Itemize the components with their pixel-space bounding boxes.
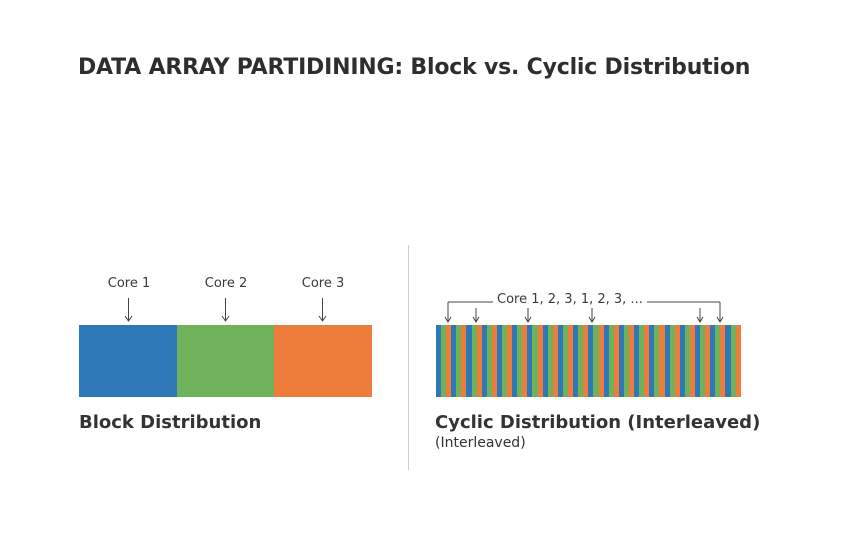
cyclic-stripe bbox=[568, 325, 574, 397]
cyclic-stripe bbox=[461, 325, 467, 397]
cyclic-stripe bbox=[694, 325, 701, 397]
cyclic-stripe bbox=[649, 325, 655, 397]
core-1-label: Core 1 bbox=[107, 276, 151, 291]
block-segment-core-1 bbox=[79, 325, 177, 397]
cyclic-stripe bbox=[618, 325, 624, 397]
cyclic-stripe bbox=[700, 325, 706, 397]
cyclic-stripe bbox=[466, 325, 472, 397]
cyclic-stripe bbox=[735, 325, 741, 397]
cyclic-stripe bbox=[562, 325, 569, 397]
cyclic-stripe bbox=[628, 325, 635, 397]
cyclic-stripe bbox=[679, 325, 685, 397]
cyclic-stripe bbox=[471, 325, 477, 397]
cyclic-stripe bbox=[486, 325, 492, 397]
cyclic-stripe bbox=[542, 325, 548, 397]
cyclic-stripe bbox=[705, 325, 711, 397]
cyclic-stripe bbox=[720, 325, 726, 397]
cyclic-stripe bbox=[446, 325, 452, 397]
cyclic-stripe bbox=[507, 325, 513, 397]
cyclic-stripe bbox=[674, 325, 680, 397]
cyclic-stripe bbox=[588, 325, 594, 397]
cyclic-stripe bbox=[552, 325, 558, 397]
cyclic-distribution-bar bbox=[436, 325, 741, 397]
cyclic-stripe bbox=[634, 325, 640, 397]
cyclic-stripe bbox=[456, 325, 462, 397]
cyclic-distribution-sublabel: (Interleaved) bbox=[435, 435, 526, 451]
cyclic-stripe bbox=[684, 325, 690, 397]
block-segment-core-3 bbox=[274, 325, 373, 397]
cyclic-stripe bbox=[491, 325, 497, 397]
cyclic-sequence-label: Core 1, 2, 3, 1, 2, 3, ... bbox=[493, 292, 647, 307]
cyclic-stripe bbox=[481, 325, 487, 397]
cyclic-stripe bbox=[644, 325, 650, 397]
page-title: DATA ARRAY PARTIDINING: Block vs. Cyclic… bbox=[78, 55, 751, 80]
cyclic-stripe bbox=[613, 325, 619, 397]
cyclic-stripe bbox=[664, 325, 670, 397]
block-distribution-label: Block Distribution bbox=[79, 412, 262, 433]
cyclic-stripe bbox=[603, 325, 609, 397]
core-2-arrow-icon bbox=[221, 298, 230, 322]
cyclic-stripe bbox=[608, 325, 614, 397]
cyclic-stripe bbox=[532, 325, 538, 397]
cyclic-stripe bbox=[623, 325, 629, 397]
cyclic-stripe bbox=[557, 325, 563, 397]
block-distribution-bar bbox=[79, 325, 373, 397]
cyclic-stripe bbox=[689, 325, 695, 397]
cyclic-stripe bbox=[522, 325, 528, 397]
cyclic-stripe bbox=[659, 325, 665, 397]
cyclic-stripe bbox=[583, 325, 589, 397]
section-divider bbox=[408, 245, 409, 470]
cyclic-stripe bbox=[496, 325, 503, 397]
core-3-label: Core 3 bbox=[301, 276, 345, 291]
core-2-label: Core 2 bbox=[204, 276, 248, 291]
cyclic-stripe bbox=[547, 325, 553, 397]
cyclic-stripe bbox=[654, 325, 660, 397]
cyclic-stripe bbox=[639, 325, 645, 397]
core-1-arrow-icon bbox=[124, 298, 133, 322]
cyclic-stripe bbox=[725, 325, 731, 397]
block-segment-core-2 bbox=[176, 325, 275, 397]
cyclic-stripe bbox=[715, 325, 721, 397]
cyclic-stripe bbox=[537, 325, 543, 397]
cyclic-stripe bbox=[441, 325, 447, 397]
cyclic-stripe bbox=[502, 325, 508, 397]
cyclic-stripe bbox=[573, 325, 579, 397]
cyclic-stripe bbox=[710, 325, 716, 397]
cyclic-stripe bbox=[476, 325, 482, 397]
cyclic-stripe bbox=[451, 325, 457, 397]
core-3-arrow-icon bbox=[318, 298, 327, 322]
cyclic-stripe bbox=[436, 325, 442, 397]
cyclic-stripe bbox=[512, 325, 518, 397]
cyclic-stripe bbox=[517, 325, 523, 397]
cyclic-stripe bbox=[730, 325, 736, 397]
cyclic-stripe bbox=[578, 325, 584, 397]
cyclic-stripe bbox=[593, 325, 599, 397]
cyclic-stripe bbox=[527, 325, 533, 397]
cyclic-stripe bbox=[669, 325, 675, 397]
cyclic-stripe bbox=[598, 325, 604, 397]
cyclic-distribution-label: Cyclic Distribution (Interleaved) bbox=[435, 412, 761, 433]
